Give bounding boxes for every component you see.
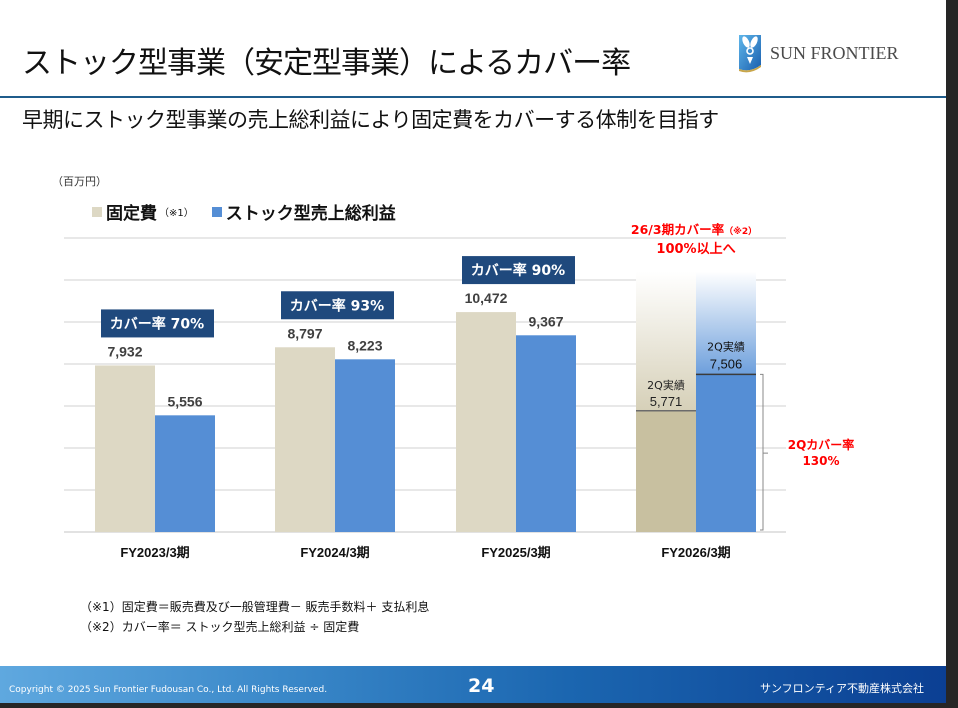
page-number: 24: [468, 675, 495, 697]
coverage-bar-chart: FY2023/3期 7,932 5,556 カバー率 70% FY2024/3期 8,79…: [64, 222, 855, 560]
window-edge-bottom: [0, 703, 958, 708]
bar-fixed-cost-projection: [636, 271, 696, 411]
legend-swatch-stock-gross-profit: [211, 206, 222, 217]
data-label-stock-gross-profit: 8,223: [347, 337, 382, 353]
x-tick-label: FY2024/3期: [300, 545, 369, 560]
bar-fixed-cost: [95, 365, 155, 532]
coverage-badge-text: カバー率 70%: [110, 315, 204, 332]
legend-note-fixed-cost: （※1）: [159, 208, 194, 219]
coverage-badge: [101, 309, 214, 338]
coverage-badge: [281, 291, 394, 320]
data-label-stock-gross-profit: 7,506: [710, 356, 743, 371]
sun-frontier-logo-icon: [739, 35, 761, 73]
data-label-fixed-cost: 8,797: [287, 325, 322, 341]
page-subtitle: 早期にストック型事業の売上総利益により固定費をカバーする体制を目指す: [22, 108, 719, 132]
data-label-fixed-cost: 7,932: [107, 343, 142, 359]
company-logo: SUN FRONTIER: [738, 33, 899, 73]
coverage-badge-text: カバー率 90%: [471, 262, 565, 279]
legend-label-fixed-cost: 固定費: [106, 204, 157, 224]
coverage-bracket: [760, 373, 768, 531]
copyright-text: Copyright © 2025 Sun Frontier Fudousan C…: [9, 685, 328, 695]
bar-fixed-cost: [275, 347, 335, 532]
data-label-stock-gross-profit: 5,556: [167, 393, 202, 409]
bar-fixed-cost-actual: [636, 410, 696, 532]
target-coverage-note: （※2）: [724, 226, 757, 237]
bar-fixed-cost: [456, 312, 516, 532]
window-edge-right: [946, 0, 958, 708]
company-name: サンフロンティア不動産株式会社: [760, 682, 925, 695]
x-tick-label: FY2026/3期: [661, 545, 730, 560]
q2-coverage-value: 130%: [802, 454, 839, 468]
legend-swatch-fixed-cost: [92, 206, 102, 217]
bar-stock-gross-profit-projection: [696, 271, 756, 375]
data-label-fixed-cost: 10,472: [465, 290, 508, 306]
header-divider: [0, 96, 946, 98]
q2-coverage-label: 2Qカバー率: [788, 437, 855, 452]
footnotes: （※1）固定費＝販売費及び一般管理費－ 販売手数料＋ 支払利息 （※2）カバー率…: [80, 597, 429, 637]
footnote-2: （※2）カバー率＝ ストック型売上総利益 ÷ 固定費: [80, 620, 360, 634]
data-label-fixed-cost: 5,771: [650, 394, 683, 409]
chart-legend: 固定費 （※1） ストック型売上総利益: [92, 199, 396, 224]
bar-stock-gross-profit-actual: [696, 374, 756, 532]
bar-stock-gross-profit: [516, 335, 576, 532]
coverage-badge: [462, 256, 575, 285]
footer-bar: Copyright © 2025 Sun Frontier Fudousan C…: [0, 666, 946, 703]
bar-stock-gross-profit: [335, 359, 395, 532]
legend-label-stock-gross-profit: ストック型売上総利益: [225, 204, 396, 224]
target-coverage-label: 26/3期カバー率（※2）: [631, 222, 757, 237]
x-tick-label: FY2023/3期: [120, 545, 189, 560]
actual-caption-stock-gross-profit: 2Q実績: [707, 339, 745, 353]
logo-text: SUN FRONTIER: [770, 42, 899, 63]
target-coverage-text: 26/3期カバー率: [631, 222, 725, 237]
coverage-badge-text: カバー率 93%: [290, 297, 384, 314]
actual-caption-fixed-cost: 2Q実績: [647, 378, 685, 392]
page-title: ストック型事業（安定型事業）によるカバー率: [22, 46, 631, 81]
unit-label: （百万円）: [52, 175, 107, 188]
data-label-stock-gross-profit: 9,367: [528, 313, 563, 329]
bar-stock-gross-profit: [155, 415, 215, 532]
target-coverage-value: 100%以上へ: [656, 242, 735, 257]
footnote-1: （※1）固定費＝販売費及び一般管理費－ 販売手数料＋ 支払利息: [80, 600, 430, 614]
x-tick-label: FY2025/3期: [481, 545, 550, 560]
